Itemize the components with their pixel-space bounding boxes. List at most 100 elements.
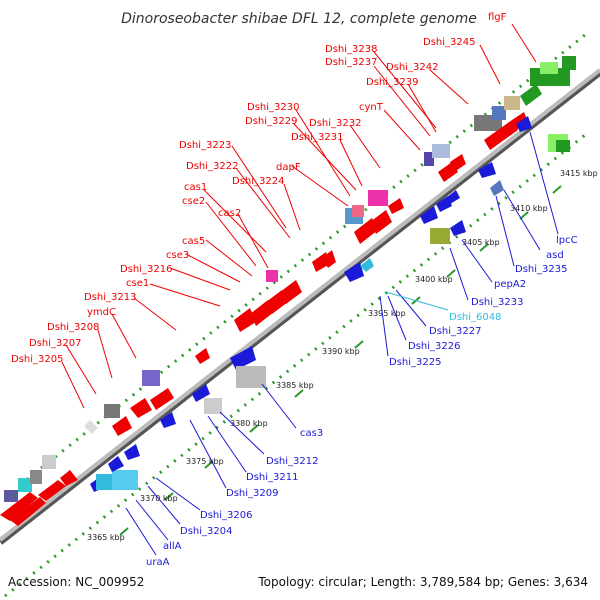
gene-arrow[interactable] (150, 388, 174, 410)
gene-block[interactable] (30, 470, 42, 484)
gene-label[interactable]: cse3 (166, 250, 189, 261)
gene-arrow[interactable] (360, 258, 374, 272)
gene-label[interactable]: Dshi_3232 (309, 118, 361, 129)
gene-block[interactable] (430, 228, 450, 244)
gene-label[interactable]: cse2 (182, 196, 205, 207)
gene-label[interactable]: ymdC (87, 307, 116, 318)
gene-arrow[interactable] (370, 210, 392, 234)
gene-block[interactable] (504, 96, 520, 110)
gene-arrow[interactable] (520, 84, 542, 106)
gene-arrow[interactable] (195, 348, 210, 364)
gene-label[interactable]: dapF (276, 162, 301, 173)
gene-label[interactable]: Dshi_3207 (29, 338, 81, 349)
backbone-line (0, 68, 600, 542)
gene-block[interactable] (42, 455, 56, 469)
gene-label[interactable]: cas5 (182, 236, 205, 247)
gene-label[interactable]: Dshi_3222 (186, 161, 238, 172)
gene-arrow[interactable] (60, 470, 78, 486)
gene-block[interactable] (84, 420, 98, 434)
leader-line (97, 329, 113, 379)
gene-label[interactable]: uraA (146, 557, 170, 568)
gene-arrow[interactable] (280, 280, 302, 304)
gene-block[interactable] (112, 470, 138, 490)
gene-arrow[interactable] (446, 190, 460, 204)
gene-arrow[interactable] (344, 262, 364, 282)
gene-block[interactable] (492, 106, 506, 120)
gene-label[interactable]: Dshi_3239 (366, 77, 418, 88)
gene-arrow[interactable] (130, 398, 152, 418)
gene-arrow[interactable] (490, 180, 504, 196)
gene-label[interactable]: Dshi_6048 (449, 312, 501, 323)
gene-arrow[interactable] (484, 130, 504, 150)
gene-label[interactable]: Dshi_3208 (47, 322, 99, 333)
gene-label[interactable]: Dshi_3206 (200, 510, 252, 521)
gene-label[interactable]: Dshi_3216 (120, 264, 172, 275)
gene-arrow[interactable] (450, 220, 466, 236)
gene-label[interactable]: Dshi_3242 (386, 62, 438, 73)
gene-label[interactable]: asd (546, 250, 564, 261)
gene-arrow[interactable] (112, 416, 132, 436)
gene-arrow[interactable] (230, 346, 256, 370)
gene-label[interactable]: Dshi_3226 (408, 341, 460, 352)
gene-arrow[interactable] (498, 120, 518, 140)
gene-block[interactable] (352, 205, 364, 217)
gene-arrow[interactable] (322, 250, 336, 268)
gene-block[interactable] (432, 144, 450, 158)
gene-block[interactable] (104, 404, 120, 418)
gene-arrow[interactable] (516, 116, 532, 132)
gene-arrow[interactable] (108, 456, 124, 472)
gene-label[interactable]: Dshi_3237 (325, 57, 377, 68)
gene-block[interactable] (540, 62, 558, 74)
gene-block[interactable] (424, 152, 434, 166)
gene-arrow[interactable] (478, 162, 496, 178)
gene-label[interactable]: Dshi_3235 (515, 264, 567, 275)
gene-arrow[interactable] (38, 480, 66, 501)
gene-label[interactable]: Dshi_3245 (423, 37, 475, 48)
gene-block[interactable] (368, 190, 388, 206)
gene-arrow[interactable] (234, 308, 256, 332)
gene-block[interactable] (4, 490, 18, 502)
gene-label[interactable]: Dshi_3230 (247, 102, 299, 113)
gene-arrow[interactable] (192, 384, 210, 402)
gene-block[interactable] (204, 398, 222, 414)
gene-arrow[interactable] (124, 444, 140, 460)
gene-label[interactable]: Dshi_3212 (266, 456, 318, 467)
gene-block[interactable] (236, 366, 266, 388)
gene-label[interactable]: Dshi_3204 (180, 526, 232, 537)
gene-label[interactable]: Dshi_3225 (389, 357, 441, 368)
gene-arrow[interactable] (0, 492, 38, 521)
gene-block[interactable] (266, 270, 278, 282)
gene-label[interactable]: cas3 (300, 428, 323, 439)
gene-arrow[interactable] (250, 300, 274, 326)
gene-arrow[interactable] (450, 154, 466, 172)
gene-label[interactable]: Dshi_3205 (11, 354, 63, 365)
gene-arrow[interactable] (420, 206, 438, 224)
gene-label[interactable]: Dshi_3238 (325, 44, 377, 55)
gene-label[interactable]: cse1 (126, 278, 149, 289)
gene-label[interactable]: Dshi_3233 (471, 297, 523, 308)
gene-label[interactable]: Dshi_3209 (226, 488, 278, 499)
gene-label[interactable]: Dshi_3211 (246, 472, 298, 483)
gene-label[interactable]: pepA2 (494, 279, 526, 290)
gene-label[interactable]: cas1 (184, 182, 207, 193)
gene-label[interactable]: Dshi_3223 (179, 140, 231, 151)
gene-arrow[interactable] (512, 112, 528, 130)
gene-block[interactable] (18, 478, 32, 492)
gene-arrow[interactable] (10, 497, 46, 526)
gene-label[interactable]: Dshi_3227 (429, 326, 481, 337)
gene-label[interactable]: cas2 (218, 208, 241, 219)
gene-block[interactable] (142, 370, 160, 386)
gene-block[interactable] (556, 140, 570, 152)
gene-label[interactable]: Dshi_3224 (232, 176, 284, 187)
gene-label[interactable]: lpcC (556, 235, 578, 246)
gene-block[interactable] (96, 474, 114, 490)
gene-label[interactable]: Dshi_3229 (245, 116, 297, 127)
gene-label[interactable]: allA (163, 541, 182, 552)
gene-arrow[interactable] (388, 198, 404, 214)
gene-label[interactable]: flgF (488, 12, 507, 23)
gene-arrow[interactable] (160, 412, 176, 428)
gene-label[interactable]: cynT (359, 102, 384, 113)
gene-block[interactable] (562, 56, 576, 70)
gene-label[interactable]: Dshi_3213 (84, 292, 136, 303)
gene-label[interactable]: Dshi_3231 (291, 132, 343, 143)
